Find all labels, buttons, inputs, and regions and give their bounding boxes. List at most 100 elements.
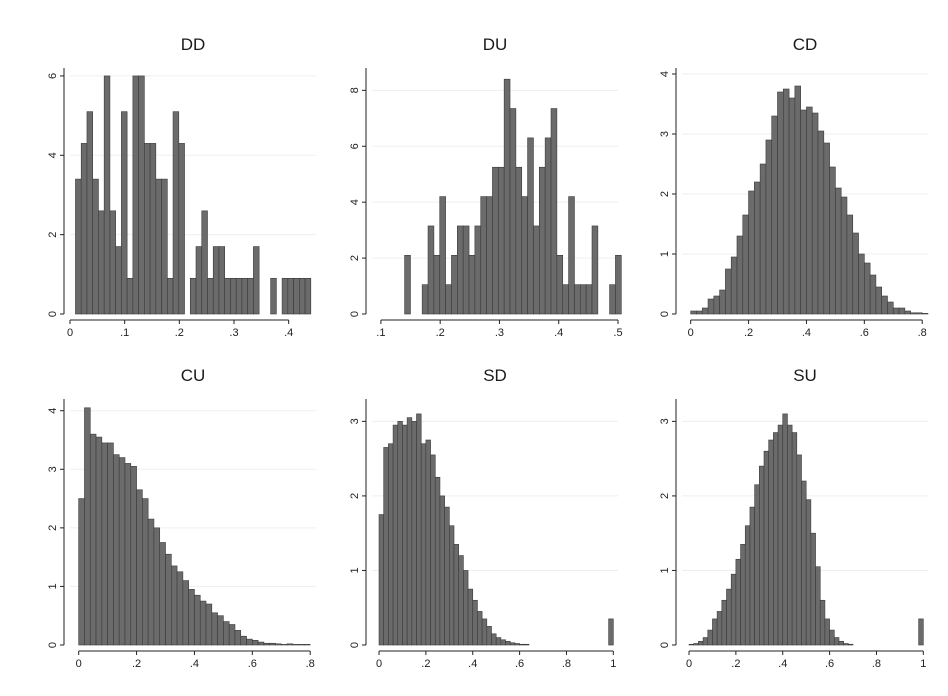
histogram-bar [782,413,788,646]
histogram-bar [716,611,723,646]
histogram-bar [707,629,713,646]
y-tick-label: 0 [659,642,671,648]
histogram-bar [768,439,774,646]
x-tick-label: .2 [744,327,753,339]
histogram-bar [92,178,99,315]
y-tick-label: 6 [349,143,361,149]
histogram-bar [736,235,744,315]
histogram-bar [388,443,394,646]
histogram-bar [270,277,277,315]
histogram-bar [712,618,718,646]
histogram-bar [500,639,506,646]
histogram-bar [433,255,441,315]
histogram-bar [304,644,311,646]
histogram-bar [811,112,819,315]
histogram-bar [107,442,114,646]
x-tick-label: .2 [175,327,184,339]
histogram-bar [810,532,816,646]
histogram-bar [253,246,260,315]
x-tick-label: .4 [190,658,199,670]
histogram-bar [759,163,767,315]
x-tick-label: .2 [731,658,740,670]
y-tick-label: 6 [47,73,59,79]
histogram-bar [147,518,155,646]
histogram-bar [246,638,253,646]
histogram-bar [89,433,97,646]
histogram-bar [533,225,540,315]
histogram-bar [218,246,226,315]
histogram-bar [304,277,312,315]
histogram-bar [585,284,593,315]
histogram-bar [754,181,761,315]
histogram-bar [195,246,203,315]
y-tick-label: 4 [349,199,361,205]
histogram-bar [241,277,248,315]
histogram-bar [713,295,720,315]
x-tick-label: .2 [132,658,141,670]
histogram-bar [293,277,300,315]
histogram-bar [402,424,408,646]
histogram-bar [103,75,111,315]
chart-panel-du: DU 0 2 4 6 8 .1 .2 .3 .4 .5 [349,35,623,339]
histogram-bar [416,413,422,646]
histogram-bar [240,635,247,646]
histogram-bar [505,640,511,646]
chart-panel-dd: DD 0 2 4 6 0 .1 .2 .3 .4 [47,35,316,339]
histogram-bar [486,626,492,646]
histogram-bar [796,454,802,646]
histogram-bar [223,621,230,646]
histogram-bar [95,436,103,646]
histogram-bar [509,642,516,646]
histogram-bar [199,600,207,646]
x-tick-label: 0 [67,327,73,339]
histogram-bar [201,210,208,315]
x-tick-label: .1 [120,327,129,339]
histogram-bar [514,643,520,646]
histogram-bar [427,225,435,315]
x-tick-label: 0 [686,658,692,670]
histogram-bar [132,75,139,315]
histogram-bar [149,143,157,315]
histogram-bar [299,277,306,315]
histogram-bar [835,187,842,315]
histogram-bar [144,143,151,315]
y-tick-label: 1 [659,567,671,573]
histogram-bar [138,75,145,315]
histogram-bar [881,295,888,315]
histogram-bar [696,310,703,315]
histogram-bar [421,284,429,315]
histogram-bar [292,644,299,646]
x-tick-label: .8 [872,658,881,670]
histogram-bar [458,555,464,646]
histogram-bar [468,255,476,315]
histogram-bar [486,196,493,315]
x-tick-label: 0 [76,658,82,670]
histogram-bar [234,630,242,646]
histogram-bar [136,489,143,646]
histogram-bar [467,588,474,646]
x-tick-label: .8 [562,658,571,670]
histogram-bar [207,277,214,315]
histogram-bar [211,612,218,646]
histogram-bar [748,190,755,315]
x-tick-label: .6 [515,658,524,670]
histogram-bar [280,644,288,646]
histogram-bar [519,643,525,646]
histogram-bar [788,97,796,315]
histogram-bar [759,465,765,646]
histogram-bar [269,642,276,646]
histogram-bar [579,284,587,315]
histogram-bar [823,142,830,315]
histogram-bar [690,310,697,315]
histogram-bar [887,301,894,315]
histogram-bar [815,566,821,646]
histogram-bar [451,255,458,315]
y-tick-label: 3 [349,418,361,424]
histogram-bar [556,255,564,315]
histogram-bar [115,246,122,315]
y-tick-label: 3 [47,466,59,472]
histogram-bar [562,284,569,315]
histogram-bar [742,214,749,315]
x-tick-label: .4 [468,658,477,670]
histogram-bar [287,277,294,315]
